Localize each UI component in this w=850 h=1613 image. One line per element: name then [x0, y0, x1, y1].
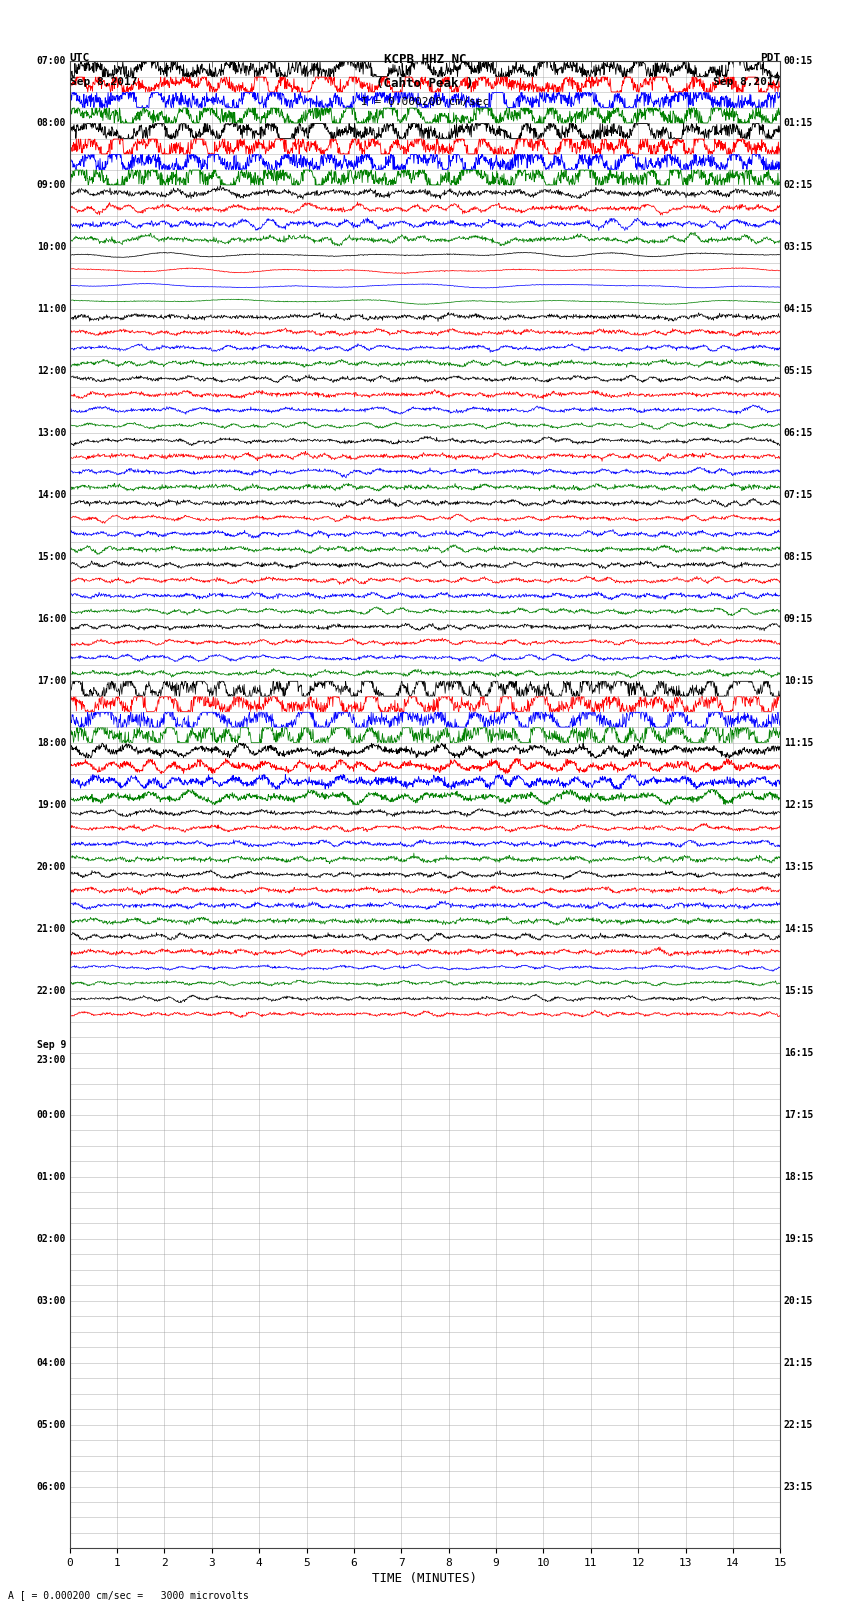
Text: 04:00: 04:00: [37, 1358, 66, 1368]
Text: Sep 8,2017: Sep 8,2017: [70, 77, 137, 87]
Text: 11:15: 11:15: [784, 737, 813, 748]
Text: KCPB HHZ NC: KCPB HHZ NC: [383, 53, 467, 66]
Text: 17:15: 17:15: [784, 1110, 813, 1119]
Text: 21:00: 21:00: [37, 924, 66, 934]
Text: 18:15: 18:15: [784, 1171, 813, 1182]
Text: PDT: PDT: [760, 53, 780, 63]
Text: A [ = 0.000200 cm/sec =   3000 microvolts: A [ = 0.000200 cm/sec = 3000 microvolts: [8, 1590, 249, 1600]
Text: 14:00: 14:00: [37, 490, 66, 500]
Text: 08:00: 08:00: [37, 118, 66, 129]
Text: 10:00: 10:00: [37, 242, 66, 252]
Text: 10:15: 10:15: [784, 676, 813, 686]
Text: 13:15: 13:15: [784, 861, 813, 873]
Text: 07:00: 07:00: [37, 56, 66, 66]
Text: 00:15: 00:15: [784, 56, 813, 66]
Text: 03:00: 03:00: [37, 1295, 66, 1305]
Text: UTC: UTC: [70, 53, 90, 63]
Text: 18:00: 18:00: [37, 737, 66, 748]
Text: 01:15: 01:15: [784, 118, 813, 129]
Text: 07:15: 07:15: [784, 490, 813, 500]
Text: 05:15: 05:15: [784, 366, 813, 376]
Text: 20:00: 20:00: [37, 861, 66, 873]
Text: 06:15: 06:15: [784, 427, 813, 439]
Text: 02:00: 02:00: [37, 1234, 66, 1244]
Text: 08:15: 08:15: [784, 552, 813, 561]
Text: 22:00: 22:00: [37, 986, 66, 995]
Text: 06:00: 06:00: [37, 1481, 66, 1492]
Text: 11:00: 11:00: [37, 305, 66, 315]
Text: 20:15: 20:15: [784, 1295, 813, 1305]
Text: 16:00: 16:00: [37, 615, 66, 624]
Text: 03:15: 03:15: [784, 242, 813, 252]
Text: 16:15: 16:15: [784, 1048, 813, 1058]
Text: I = 0.000200 cm/sec: I = 0.000200 cm/sec: [361, 97, 489, 106]
Text: (Cahto Peak ): (Cahto Peak ): [377, 77, 473, 90]
Text: Sep 9: Sep 9: [37, 1040, 66, 1050]
Text: 14:15: 14:15: [784, 924, 813, 934]
Text: 19:00: 19:00: [37, 800, 66, 810]
Text: 13:00: 13:00: [37, 427, 66, 439]
Text: 23:00: 23:00: [37, 1055, 66, 1066]
Text: 15:00: 15:00: [37, 552, 66, 561]
X-axis label: TIME (MINUTES): TIME (MINUTES): [372, 1573, 478, 1586]
Text: 12:00: 12:00: [37, 366, 66, 376]
Text: 21:15: 21:15: [784, 1358, 813, 1368]
Text: 05:00: 05:00: [37, 1419, 66, 1429]
Text: 12:15: 12:15: [784, 800, 813, 810]
Text: 09:00: 09:00: [37, 181, 66, 190]
Text: Sep 8,2017: Sep 8,2017: [713, 77, 780, 87]
Text: 09:15: 09:15: [784, 615, 813, 624]
Text: 22:15: 22:15: [784, 1419, 813, 1429]
Text: 15:15: 15:15: [784, 986, 813, 995]
Text: 19:15: 19:15: [784, 1234, 813, 1244]
Text: 23:15: 23:15: [784, 1481, 813, 1492]
Text: 01:00: 01:00: [37, 1171, 66, 1182]
Text: 17:00: 17:00: [37, 676, 66, 686]
Text: 04:15: 04:15: [784, 305, 813, 315]
Text: 00:00: 00:00: [37, 1110, 66, 1119]
Text: 02:15: 02:15: [784, 181, 813, 190]
